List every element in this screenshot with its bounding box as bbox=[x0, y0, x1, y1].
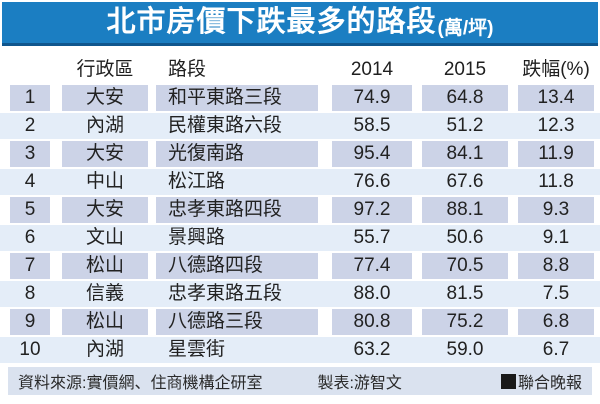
road-cell: 光復南路 bbox=[156, 141, 318, 167]
table-row: 6 文山 景興路 55.7 50.6 9.1 bbox=[0, 225, 600, 251]
rank-cell: 8 bbox=[24, 283, 36, 304]
table-row: 1 大安 和平東路三段 74.9 64.8 13.4 bbox=[0, 85, 600, 111]
drop-cell: 11.8 bbox=[538, 171, 574, 192]
value-2014-cell: 80.8 bbox=[332, 309, 412, 335]
district-column-header: 行政區 bbox=[76, 59, 134, 80]
rank-cell: 10 bbox=[19, 339, 41, 360]
table-row: 10 內湖 星雲街 63.2 59.0 6.7 bbox=[0, 337, 600, 363]
value-2014-cell: 97.2 bbox=[332, 197, 412, 223]
road-cell: 星雲街 bbox=[168, 339, 226, 360]
value-2015-cell: 70.5 bbox=[422, 253, 508, 279]
table-row: 9 松山 八德路三段 80.8 75.2 6.8 bbox=[0, 309, 600, 335]
brand: 聯合晚報 bbox=[500, 369, 582, 393]
road-cell: 和平東路三段 bbox=[156, 85, 318, 111]
value-2015-cell: 67.6 bbox=[446, 171, 484, 192]
rank-cell: 2 bbox=[24, 115, 36, 136]
value-2014-cell: 95.4 bbox=[332, 141, 412, 167]
value-2014-cell: 74.9 bbox=[332, 85, 412, 111]
credit-text: 製表:游智文 bbox=[317, 375, 402, 392]
drop-cell: 11.9 bbox=[518, 141, 594, 167]
road-cell: 松江路 bbox=[168, 171, 226, 192]
footer: 資料來源:實價網、住商機構企研室 製表:游智文 聯合晚報 bbox=[8, 367, 592, 395]
value-2015-cell: 64.8 bbox=[422, 85, 508, 111]
year-2015-column-header: 2015 bbox=[443, 59, 487, 80]
table-row: 2 內湖 民權東路六段 58.5 51.2 12.3 bbox=[0, 113, 600, 139]
value-2015-cell: 59.0 bbox=[446, 339, 484, 360]
value-2014-cell: 76.6 bbox=[353, 171, 391, 192]
value-2015-cell: 84.1 bbox=[422, 141, 508, 167]
brand-square-icon bbox=[500, 373, 516, 389]
table-row: 7 松山 八德路四段 77.4 70.5 8.8 bbox=[0, 253, 600, 279]
page-title: 北市房價下跌最多的路段 bbox=[106, 6, 437, 38]
value-2015-cell: 88.1 bbox=[422, 197, 508, 223]
rank-cell: 7 bbox=[10, 253, 50, 279]
table-row: 8 信義 忠孝東路五段 88.0 81.5 7.5 bbox=[0, 281, 600, 307]
district-cell: 松山 bbox=[62, 253, 148, 279]
rank-cell: 1 bbox=[10, 85, 50, 111]
table-body: 1 大安 和平東路三段 74.9 64.8 13.4 2 內湖 民權東路六段 5… bbox=[0, 85, 600, 363]
road-cell: 八德路四段 bbox=[156, 253, 318, 279]
value-2014-cell: 77.4 bbox=[332, 253, 412, 279]
table-row: 3 大安 光復南路 95.4 84.1 11.9 bbox=[0, 141, 600, 167]
drop-column-header: 跌幅(%) bbox=[522, 59, 590, 80]
district-cell: 中山 bbox=[85, 171, 124, 192]
district-cell: 文山 bbox=[85, 227, 124, 248]
value-2015-cell: 51.2 bbox=[446, 115, 484, 136]
value-2015-cell: 50.6 bbox=[446, 227, 484, 248]
district-cell: 信義 bbox=[85, 283, 124, 304]
brand-text: 聯合晚報 bbox=[517, 375, 582, 392]
year-2014-column-header: 2014 bbox=[350, 59, 394, 80]
road-cell: 民權東路六段 bbox=[168, 115, 283, 136]
district-cell: 內湖 bbox=[85, 339, 124, 360]
drop-cell: 13.4 bbox=[518, 85, 594, 111]
value-2015-cell: 81.5 bbox=[446, 283, 484, 304]
rank-cell: 4 bbox=[24, 171, 36, 192]
drop-cell: 12.3 bbox=[537, 115, 575, 136]
district-cell: 大安 bbox=[62, 141, 148, 167]
data-source-text: 資料來源:實價網、住商機構企研室 bbox=[18, 375, 263, 392]
rank-cell: 9 bbox=[10, 309, 50, 335]
rank-cell: 5 bbox=[10, 197, 50, 223]
road-cell: 忠孝東路五段 bbox=[168, 283, 283, 304]
table-row: 4 中山 松江路 76.6 67.6 11.8 bbox=[0, 169, 600, 195]
value-2014-cell: 63.2 bbox=[353, 339, 391, 360]
road-cell: 景興路 bbox=[168, 227, 226, 248]
drop-cell: 6.8 bbox=[518, 309, 594, 335]
drop-cell: 7.5 bbox=[542, 283, 570, 304]
value-2014-cell: 55.7 bbox=[353, 227, 391, 248]
drop-cell: 9.3 bbox=[518, 197, 594, 223]
value-2014-cell: 88.0 bbox=[353, 283, 391, 304]
value-2014-cell: 58.5 bbox=[353, 115, 391, 136]
road-cell: 八德路三段 bbox=[156, 309, 318, 335]
title-unit-label: (萬/坪) bbox=[437, 18, 494, 39]
road-cell: 忠孝東路四段 bbox=[156, 197, 318, 223]
district-cell: 內湖 bbox=[85, 115, 124, 136]
drop-cell: 9.1 bbox=[542, 227, 570, 248]
drop-cell: 6.7 bbox=[542, 339, 570, 360]
drop-cell: 8.8 bbox=[518, 253, 594, 279]
district-cell: 大安 bbox=[62, 197, 148, 223]
district-cell: 松山 bbox=[62, 309, 148, 335]
rank-cell: 6 bbox=[24, 227, 36, 248]
value-2015-cell: 75.2 bbox=[422, 309, 508, 335]
table-header-row: 行政區 路段 2014 2015 跌幅(%) bbox=[0, 58, 600, 82]
table-row: 5 大安 忠孝東路四段 97.2 88.1 9.3 bbox=[0, 197, 600, 223]
district-cell: 大安 bbox=[62, 85, 148, 111]
road-column-header: 路段 bbox=[168, 59, 207, 80]
rank-cell: 3 bbox=[10, 141, 50, 167]
title-bar: 北市房價下跌最多的路段 (萬/坪) bbox=[2, 2, 598, 46]
